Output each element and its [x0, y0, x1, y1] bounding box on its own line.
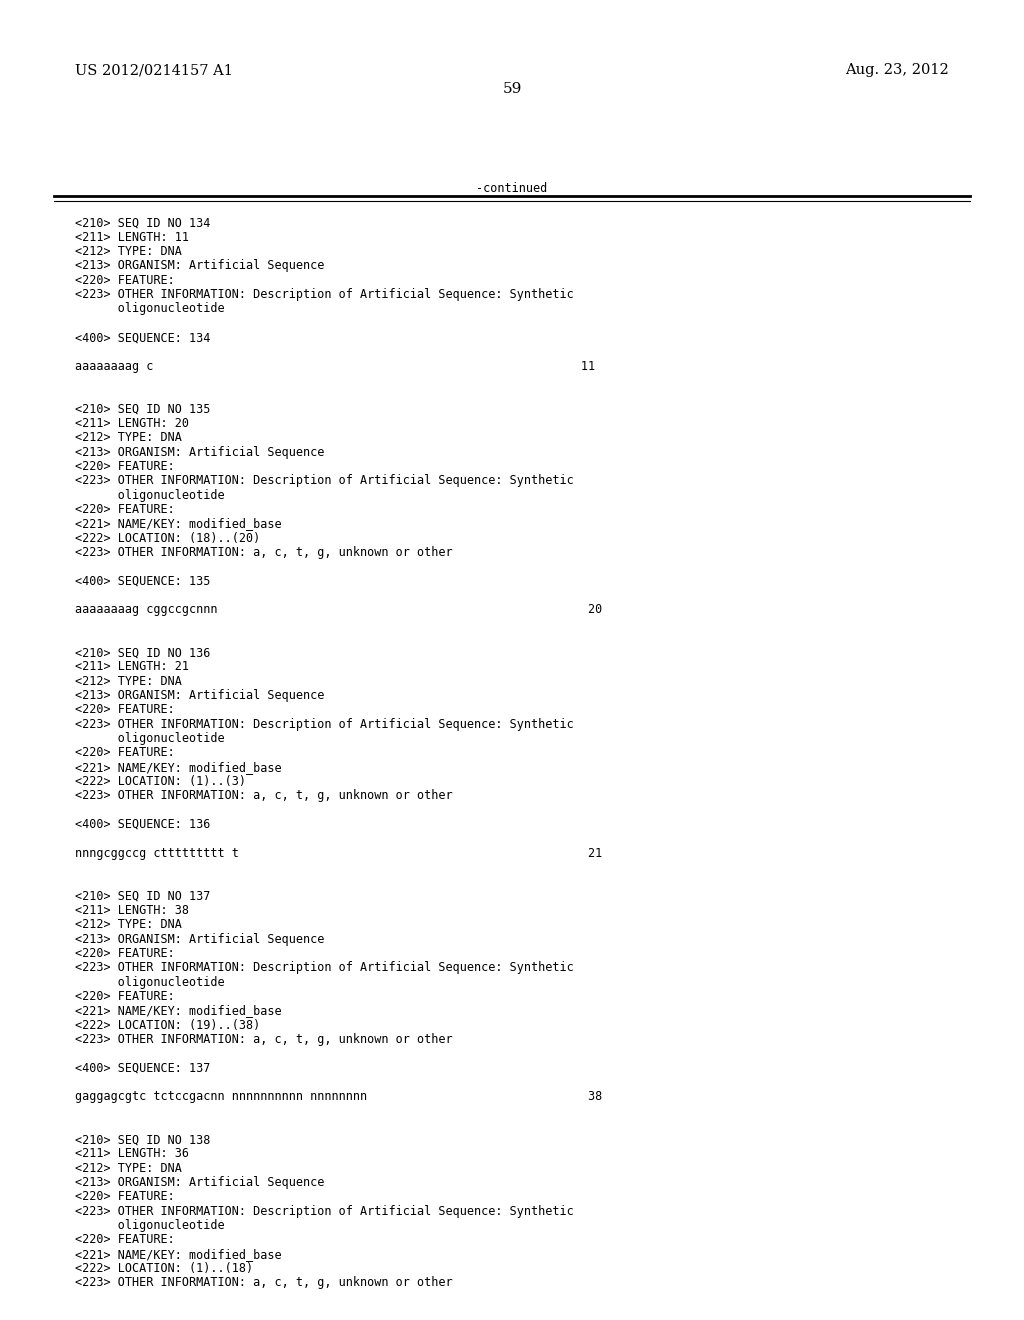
Text: <223> OTHER INFORMATION: a, c, t, g, unknown or other: <223> OTHER INFORMATION: a, c, t, g, unk…	[75, 546, 453, 558]
Text: -continued: -continued	[476, 182, 548, 195]
Text: <211> LENGTH: 20: <211> LENGTH: 20	[75, 417, 188, 430]
Text: oligonucleotide: oligonucleotide	[75, 733, 224, 744]
Text: <211> LENGTH: 21: <211> LENGTH: 21	[75, 660, 188, 673]
Text: Aug. 23, 2012: Aug. 23, 2012	[846, 63, 949, 78]
Text: <213> ORGANISM: Artificial Sequence: <213> ORGANISM: Artificial Sequence	[75, 932, 325, 945]
Text: <400> SEQUENCE: 137: <400> SEQUENCE: 137	[75, 1061, 210, 1074]
Text: <223> OTHER INFORMATION: a, c, t, g, unknown or other: <223> OTHER INFORMATION: a, c, t, g, unk…	[75, 1032, 453, 1045]
Text: <220> FEATURE:: <220> FEATURE:	[75, 273, 174, 286]
Text: <213> ORGANISM: Artificial Sequence: <213> ORGANISM: Artificial Sequence	[75, 1176, 325, 1189]
Text: gaggagcgtc tctccgacnn nnnnnnnnnn nnnnnnnn                               38: gaggagcgtc tctccgacnn nnnnnnnnnn nnnnnnn…	[75, 1090, 602, 1104]
Text: <220> FEATURE:: <220> FEATURE:	[75, 459, 174, 473]
Text: <222> LOCATION: (18)..(20): <222> LOCATION: (18)..(20)	[75, 532, 260, 545]
Text: oligonucleotide: oligonucleotide	[75, 1220, 224, 1232]
Text: <223> OTHER INFORMATION: a, c, t, g, unknown or other: <223> OTHER INFORMATION: a, c, t, g, unk…	[75, 789, 453, 803]
Text: <222> LOCATION: (1)..(3): <222> LOCATION: (1)..(3)	[75, 775, 246, 788]
Text: <220> FEATURE:: <220> FEATURE:	[75, 746, 174, 759]
Text: <212> TYPE: DNA: <212> TYPE: DNA	[75, 1162, 181, 1175]
Text: <211> LENGTH: 11: <211> LENGTH: 11	[75, 231, 188, 244]
Text: <400> SEQUENCE: 136: <400> SEQUENCE: 136	[75, 818, 210, 832]
Text: <212> TYPE: DNA: <212> TYPE: DNA	[75, 675, 181, 688]
Text: nnngcggccg cttttttttt t                                                 21: nnngcggccg cttttttttt t 21	[75, 846, 602, 859]
Text: <223> OTHER INFORMATION: Description of Artificial Sequence: Synthetic: <223> OTHER INFORMATION: Description of …	[75, 288, 573, 301]
Text: <213> ORGANISM: Artificial Sequence: <213> ORGANISM: Artificial Sequence	[75, 260, 325, 272]
Text: <400> SEQUENCE: 134: <400> SEQUENCE: 134	[75, 331, 210, 345]
Text: 59: 59	[503, 82, 521, 96]
Text: <223> OTHER INFORMATION: Description of Artificial Sequence: Synthetic: <223> OTHER INFORMATION: Description of …	[75, 474, 573, 487]
Text: oligonucleotide: oligonucleotide	[75, 488, 224, 502]
Text: oligonucleotide: oligonucleotide	[75, 975, 224, 989]
Text: <212> TYPE: DNA: <212> TYPE: DNA	[75, 432, 181, 445]
Text: <212> TYPE: DNA: <212> TYPE: DNA	[75, 246, 181, 259]
Text: <222> LOCATION: (1)..(18): <222> LOCATION: (1)..(18)	[75, 1262, 253, 1275]
Text: <211> LENGTH: 38: <211> LENGTH: 38	[75, 904, 188, 917]
Text: <220> FEATURE:: <220> FEATURE:	[75, 704, 174, 717]
Text: <220> FEATURE:: <220> FEATURE:	[75, 1191, 174, 1204]
Text: US 2012/0214157 A1: US 2012/0214157 A1	[75, 63, 232, 78]
Text: <220> FEATURE:: <220> FEATURE:	[75, 503, 174, 516]
Text: <220> FEATURE:: <220> FEATURE:	[75, 1233, 174, 1246]
Text: <221> NAME/KEY: modified_base: <221> NAME/KEY: modified_base	[75, 1005, 282, 1018]
Text: <223> OTHER INFORMATION: Description of Artificial Sequence: Synthetic: <223> OTHER INFORMATION: Description of …	[75, 718, 573, 731]
Text: <223> OTHER INFORMATION: Description of Artificial Sequence: Synthetic: <223> OTHER INFORMATION: Description of …	[75, 1205, 573, 1217]
Text: <210> SEQ ID NO 137: <210> SEQ ID NO 137	[75, 890, 210, 903]
Text: <221> NAME/KEY: modified_base: <221> NAME/KEY: modified_base	[75, 517, 282, 531]
Text: oligonucleotide: oligonucleotide	[75, 302, 224, 315]
Text: <211> LENGTH: 36: <211> LENGTH: 36	[75, 1147, 188, 1160]
Text: <222> LOCATION: (19)..(38): <222> LOCATION: (19)..(38)	[75, 1019, 260, 1031]
Text: aaaaaaaag cggccgcnnn                                                    20: aaaaaaaag cggccgcnnn 20	[75, 603, 602, 616]
Text: aaaaaaaag c                                                            11: aaaaaaaag c 11	[75, 360, 595, 372]
Text: <210> SEQ ID NO 135: <210> SEQ ID NO 135	[75, 403, 210, 416]
Text: <223> OTHER INFORMATION: Description of Artificial Sequence: Synthetic: <223> OTHER INFORMATION: Description of …	[75, 961, 573, 974]
Text: <220> FEATURE:: <220> FEATURE:	[75, 946, 174, 960]
Text: <400> SEQUENCE: 135: <400> SEQUENCE: 135	[75, 574, 210, 587]
Text: <210> SEQ ID NO 138: <210> SEQ ID NO 138	[75, 1133, 210, 1146]
Text: <221> NAME/KEY: modified_base: <221> NAME/KEY: modified_base	[75, 760, 282, 774]
Text: <223> OTHER INFORMATION: a, c, t, g, unknown or other: <223> OTHER INFORMATION: a, c, t, g, unk…	[75, 1276, 453, 1290]
Text: <210> SEQ ID NO 136: <210> SEQ ID NO 136	[75, 647, 210, 659]
Text: <220> FEATURE:: <220> FEATURE:	[75, 990, 174, 1003]
Text: <213> ORGANISM: Artificial Sequence: <213> ORGANISM: Artificial Sequence	[75, 446, 325, 458]
Text: <213> ORGANISM: Artificial Sequence: <213> ORGANISM: Artificial Sequence	[75, 689, 325, 702]
Text: <221> NAME/KEY: modified_base: <221> NAME/KEY: modified_base	[75, 1247, 282, 1261]
Text: <212> TYPE: DNA: <212> TYPE: DNA	[75, 919, 181, 931]
Text: <210> SEQ ID NO 134: <210> SEQ ID NO 134	[75, 216, 210, 230]
